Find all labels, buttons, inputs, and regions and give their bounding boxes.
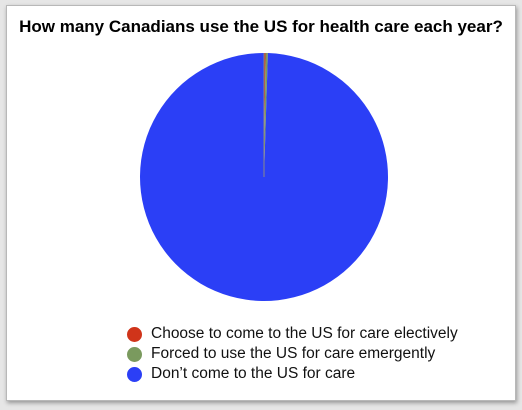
legend-swatch-none: [127, 366, 142, 382]
legend-item-none: Don’t come to the US for care: [127, 364, 458, 384]
chart-title: How many Canadians use the US for health…: [19, 17, 503, 36]
pie-slices: [140, 53, 388, 301]
legend-swatch-emergent: [127, 346, 142, 362]
legend-label-elective: Choose to come to the US for care electi…: [151, 325, 458, 342]
legend-label-none: Don’t come to the US for care: [151, 365, 356, 382]
pie-slice-emergent: [264, 53, 268, 177]
chart-frame: How many Canadians use the US for health…: [6, 5, 516, 401]
legend-swatch-elective: [127, 326, 142, 342]
legend-item-emergent: Forced to use the US for care emergently: [127, 344, 458, 364]
legend-item-elective: Choose to come to the US for care electi…: [127, 324, 458, 344]
legend-label-emergent: Forced to use the US for care emergently: [151, 345, 436, 362]
pie-chart: [140, 53, 388, 301]
legend: Choose to come to the US for care electi…: [127, 324, 458, 384]
